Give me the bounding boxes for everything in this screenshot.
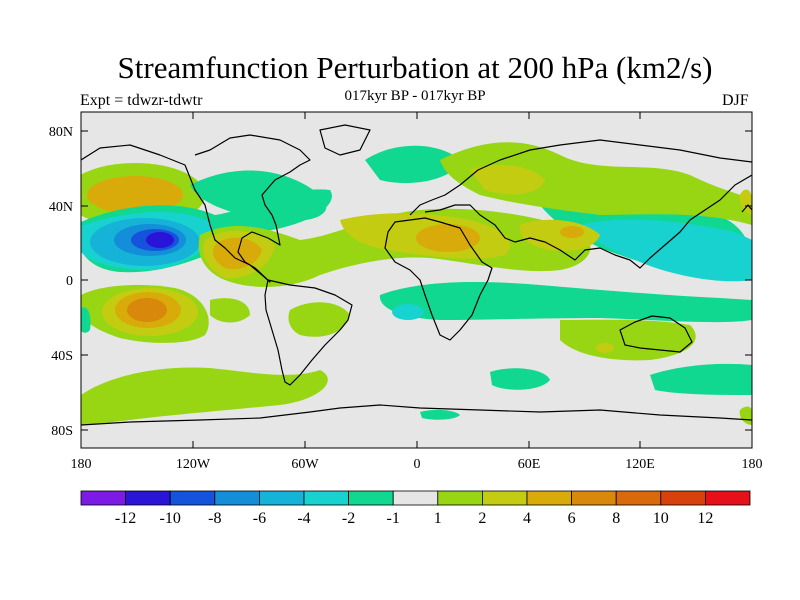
negative-anomaly <box>420 409 460 420</box>
chart-title: Streamfunction Perturbation at 200 hPa (… <box>117 50 713 85</box>
color-bar-label: -8 <box>208 510 221 527</box>
negative-anomaly <box>81 307 91 333</box>
positive-anomaly <box>210 298 250 323</box>
positive-anomaly <box>440 142 752 225</box>
color-bar-label: 8 <box>612 510 620 527</box>
color-bar-label: 6 <box>568 510 576 527</box>
color-bar-swatch <box>348 490 394 506</box>
positive-anomaly <box>288 302 350 337</box>
color-bar-swatch <box>214 490 260 506</box>
color-bar-label: 10 <box>653 510 669 527</box>
positive-anomaly-core <box>87 176 183 214</box>
color-bar-swatch <box>125 490 171 506</box>
color-bar <box>80 490 751 506</box>
color-bar-label: 4 <box>523 510 531 527</box>
lat-label-80n: 80N <box>49 125 73 140</box>
australia-coastline <box>619 315 693 353</box>
positive-anomaly-core <box>127 298 167 322</box>
negative-anomaly <box>650 363 752 395</box>
negative-anomaly <box>392 304 424 320</box>
color-bar-label: -1 <box>387 510 400 527</box>
negative-anomaly <box>190 170 327 222</box>
antarctica-coastline <box>81 404 752 426</box>
lat-label-80s: 80S <box>51 424 73 439</box>
lat-label-eq: 0 <box>66 274 73 289</box>
lon-label-120e: 120E <box>625 457 655 472</box>
color-bar-swatch <box>660 490 706 506</box>
color-bar-labels: -12 -10 -8 -6 -4 -2 -1 1 2 4 6 8 10 12 <box>115 510 713 527</box>
axis-ticks <box>80 112 753 448</box>
color-bar-label: -4 <box>297 510 310 527</box>
lon-label-60w: 60W <box>291 457 319 472</box>
africa-coastline <box>384 217 493 341</box>
south-america-coastline <box>264 279 353 386</box>
lat-label-40s: 40S <box>51 349 73 364</box>
color-bar-swatch <box>80 490 126 506</box>
eurasia-coastline <box>409 139 752 269</box>
color-bar-label: 2 <box>478 510 486 527</box>
coastlines <box>81 124 752 426</box>
positive-anomaly-core <box>416 224 480 252</box>
negative-anomaly <box>580 219 752 282</box>
negative-anomaly <box>490 368 550 390</box>
color-bar-label: -10 <box>160 510 181 527</box>
positive-anomaly-core <box>213 237 262 270</box>
negative-anomaly <box>365 145 460 184</box>
positive-anomaly <box>596 343 614 353</box>
color-bar-swatch <box>392 490 439 506</box>
negative-anomaly-core <box>146 232 174 248</box>
north-america-coastline <box>81 134 311 283</box>
lat-label-40n: 40N <box>49 200 73 215</box>
lon-label-0: 0 <box>414 457 421 472</box>
lon-label-180e: 180 <box>742 457 763 472</box>
positive-anomaly <box>739 189 752 215</box>
color-bar-label: -2 <box>342 510 355 527</box>
experiment-label: Expt = tdwzr-tdwtr <box>80 92 203 109</box>
color-bar-swatch <box>705 490 751 506</box>
color-bar-swatch <box>258 490 305 506</box>
streamfunction-field <box>81 112 752 448</box>
positive-anomaly <box>81 367 328 425</box>
positive-anomaly-core <box>560 226 584 238</box>
color-bar-swatch <box>481 490 528 506</box>
season-label: DJF <box>722 92 749 109</box>
color-bar-label: -12 <box>115 510 136 527</box>
color-bar-label: 1 <box>434 510 442 527</box>
lon-label-180w: 180 <box>71 457 92 472</box>
chart-subtitle: 017kyr BP - 017kyr BP <box>344 88 486 104</box>
color-bar-swatch <box>571 490 617 506</box>
greenland-coastline <box>319 124 371 156</box>
color-bar-label: 12 <box>697 510 713 527</box>
positive-anomaly <box>470 164 545 195</box>
color-bar-swatch <box>303 490 349 506</box>
color-bar-swatch <box>526 490 572 506</box>
color-bar-swatch <box>169 490 216 506</box>
color-bar-swatch <box>615 490 662 506</box>
lon-label-120w: 120W <box>176 457 211 472</box>
color-bar-label: -6 <box>253 510 266 527</box>
color-bar-swatch <box>437 490 483 506</box>
lon-label-60e: 60E <box>518 457 541 472</box>
japan-coastline <box>741 204 752 213</box>
